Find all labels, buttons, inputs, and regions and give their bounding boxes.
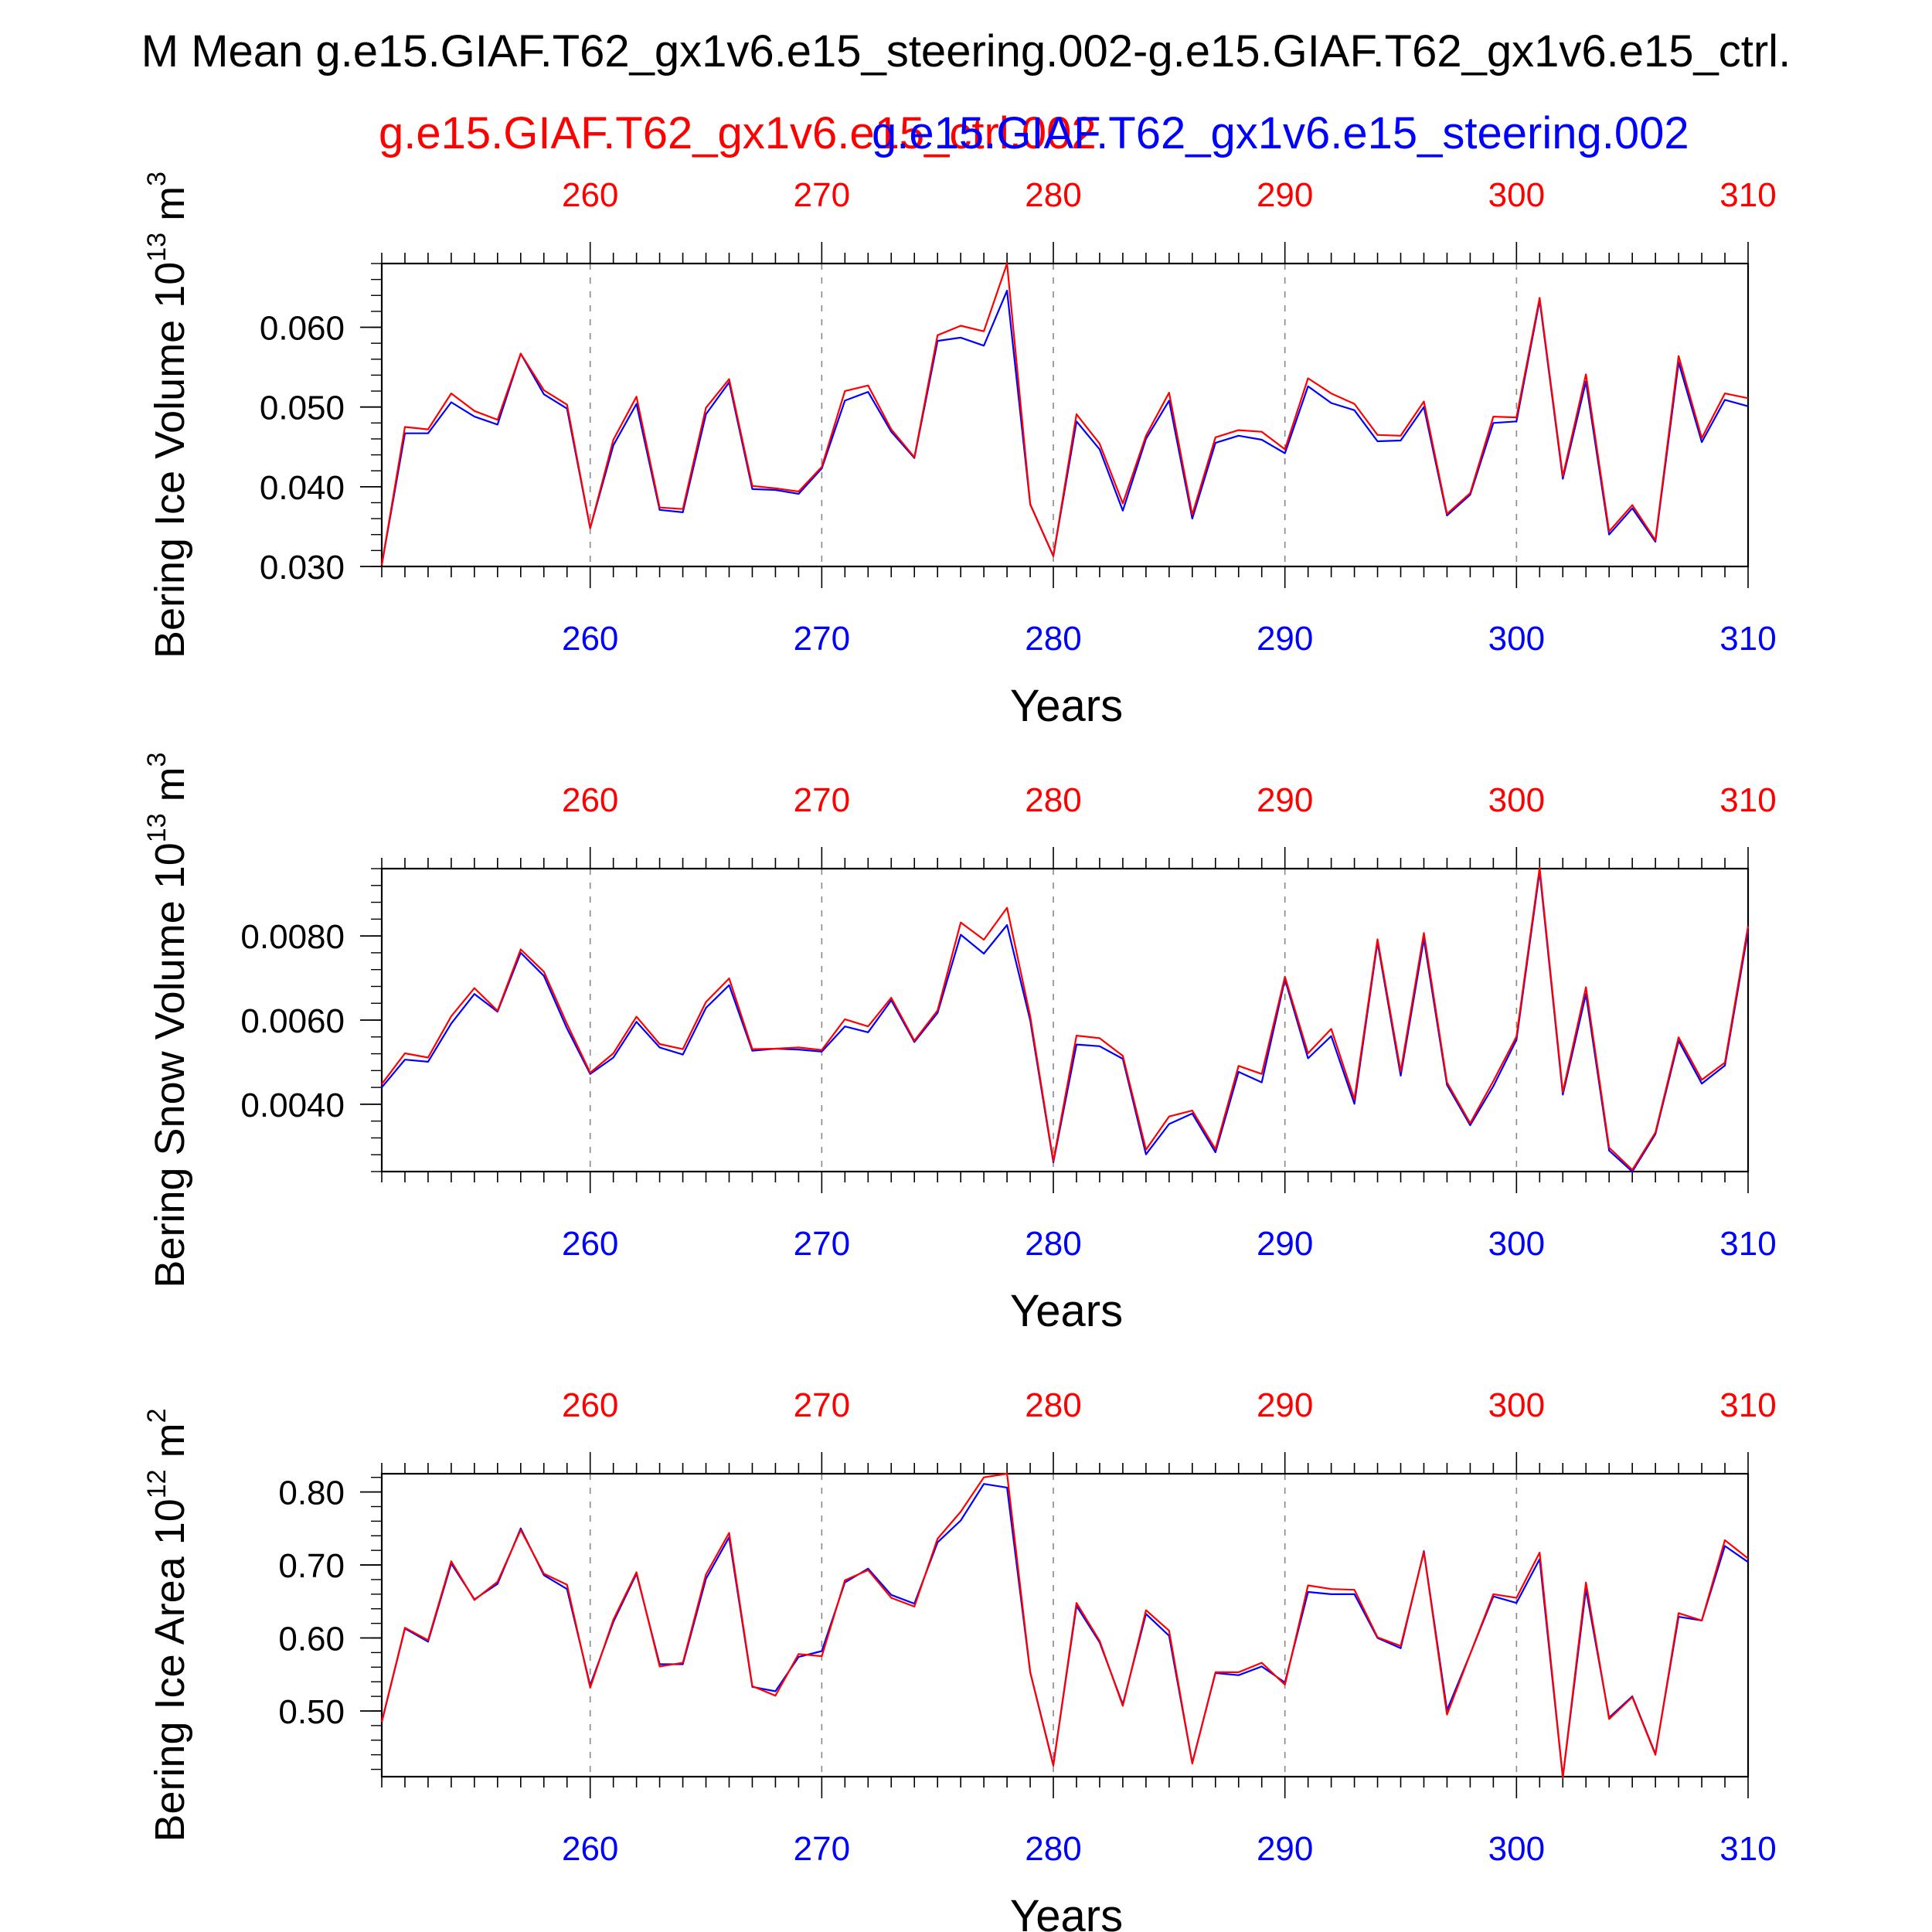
panel-ice-area: 260 260 270 270 280 280 290 290 300 300 310 310 0.50… — [142, 1386, 1777, 1932]
x-tick-label-bottom: 270 — [794, 1830, 850, 1868]
legend-steering-label: g.e15.GIAF.T62_gx1v6.e15_steering.002 — [872, 108, 1689, 158]
x-tick-label-top: 280 — [1025, 781, 1081, 819]
x-tick-label-top: 270 — [794, 1386, 850, 1424]
x-tick-label-bottom: 300 — [1488, 1225, 1545, 1263]
x-tick-label-top: 310 — [1719, 781, 1776, 819]
x-tick-label-bottom: 310 — [1719, 1830, 1776, 1868]
series-line-steering — [380, 290, 1749, 566]
x-tick-label-top: 260 — [562, 1386, 618, 1424]
x-tick-label-bottom: 290 — [1257, 1225, 1313, 1263]
y-tick-label: 0.50 — [278, 1693, 345, 1731]
y-tick-label: 0.040 — [260, 469, 345, 507]
figure-title: M Mean g.e15.GIAF.T62_gx1v6.e15_steering… — [141, 26, 1791, 77]
x-tick-label-bottom: 260 — [562, 1830, 618, 1868]
series-line-ctrl — [380, 262, 1749, 566]
x-tick-label-top: 290 — [1257, 781, 1313, 819]
x-tick-label-top: 290 — [1257, 176, 1313, 214]
plot-frame — [380, 1472, 1750, 1778]
x-tick-label-bottom: 280 — [1025, 1830, 1081, 1868]
panel-snow-volume: 260 260 270 270 280 280 290 290 300 300 310 310 0.00… — [142, 752, 1777, 1336]
y-tick-label: 0.60 — [278, 1621, 345, 1658]
x-tick-label-top: 300 — [1488, 176, 1545, 214]
series-line-steering — [381, 870, 1750, 1173]
series-line-ctrl — [380, 1472, 1749, 1778]
y-tick-label: 0.060 — [260, 310, 345, 348]
x-tick-label-top: 310 — [1719, 1386, 1776, 1424]
x-tick-label-bottom: 300 — [1488, 620, 1545, 658]
x-tick-label-top: 260 — [562, 176, 618, 214]
y-tick-label: 0.050 — [260, 389, 345, 427]
legend-ctrl-label: g.e15.GIAF.T62_gx1v6.e15_ctrl.002 — [379, 108, 1097, 158]
x-tick-label-bottom: 300 — [1488, 1830, 1545, 1868]
x-tick-label-top: 300 — [1488, 1386, 1545, 1424]
y-axis-title: Bering Ice Volume 1013 m3 — [142, 172, 193, 658]
x-axis-title: Years — [1010, 681, 1123, 731]
series-line-steering — [380, 1483, 1749, 1778]
x-tick-label-top: 270 — [794, 176, 850, 214]
y-tick-label: 0.030 — [260, 549, 345, 587]
x-tick-label-bottom: 280 — [1025, 1225, 1081, 1263]
x-tick-label-bottom: 280 — [1025, 620, 1081, 658]
x-tick-label-bottom: 260 — [562, 620, 618, 658]
x-tick-label-bottom: 290 — [1257, 1830, 1313, 1868]
y-axis-title: Bering Snow Volume 1013 m3 — [142, 752, 193, 1287]
x-tick-label-bottom: 290 — [1257, 620, 1313, 658]
y-tick-label: 0.0060 — [240, 1002, 345, 1040]
panels-group: 260 260 270 270 280 280 290 290 300 300 310 310 0.03… — [142, 172, 1777, 1932]
x-tick-label-bottom: 310 — [1719, 620, 1776, 658]
x-tick-label-top: 290 — [1257, 1386, 1313, 1424]
y-tick-label: 0.80 — [278, 1475, 345, 1512]
x-tick-label-bottom: 270 — [794, 1225, 850, 1263]
x-tick-label-top: 300 — [1488, 781, 1545, 819]
x-tick-label-top: 310 — [1719, 176, 1776, 214]
x-tick-label-bottom: 310 — [1719, 1225, 1776, 1263]
y-tick-label: 0.70 — [278, 1547, 345, 1585]
x-tick-label-top: 260 — [562, 781, 618, 819]
x-axis-title: Years — [1010, 1286, 1123, 1336]
x-tick-label-bottom: 270 — [794, 620, 850, 658]
x-tick-label-top: 280 — [1025, 1386, 1081, 1424]
y-tick-label: 0.0040 — [240, 1087, 345, 1124]
x-tick-label-bottom: 260 — [562, 1225, 618, 1263]
plot-frame — [380, 867, 1750, 1173]
x-axis-title: Years — [1010, 1891, 1123, 1932]
x-tick-label-top: 270 — [794, 781, 850, 819]
y-axis-title: Bering Ice Area 1012 m2 — [142, 1408, 193, 1842]
panel-ice-volume: 260 260 270 270 280 280 290 290 300 300 310 310 0.03… — [142, 172, 1777, 731]
plot-frame — [380, 262, 1750, 568]
x-tick-label-top: 280 — [1025, 176, 1081, 214]
series-line-ctrl — [381, 866, 1750, 1171]
y-tick-label: 0.0080 — [240, 918, 345, 956]
